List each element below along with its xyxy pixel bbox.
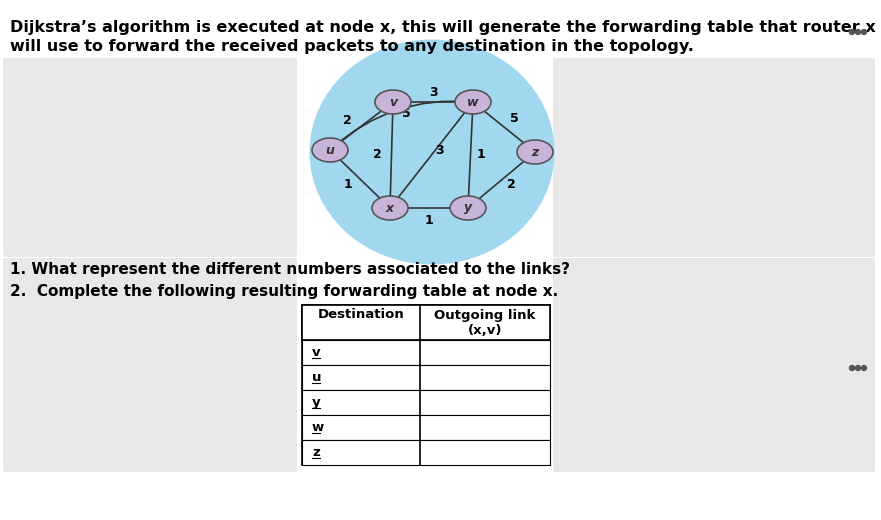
Bar (302, 415, 550, 440)
Text: 2.  Complete the following resulting forwarding table at node x.: 2. Complete the following resulting forw… (10, 284, 559, 299)
Text: 1: 1 (425, 214, 433, 227)
Text: 1: 1 (344, 177, 352, 190)
Bar (302, 440, 550, 465)
Text: 2: 2 (374, 149, 381, 162)
Text: will use to forward the received packets to any destination in the topology.: will use to forward the received packets… (10, 39, 694, 54)
Text: Dijkstra’s algorithm is executed at node x, this will generate the forwarding ta: Dijkstra’s algorithm is executed at node… (10, 20, 876, 35)
Text: w: w (312, 421, 324, 434)
Text: (x,v): (x,v) (468, 323, 502, 336)
Text: 2: 2 (343, 114, 352, 127)
Ellipse shape (309, 40, 554, 265)
Text: v: v (389, 96, 397, 109)
FancyBboxPatch shape (553, 258, 875, 472)
Text: 3: 3 (435, 144, 444, 157)
Text: Outgoing link: Outgoing link (434, 308, 536, 321)
Text: 1: 1 (476, 149, 485, 162)
Bar (302, 390, 550, 415)
Text: Destination: Destination (318, 308, 404, 321)
Text: v: v (312, 346, 321, 359)
Bar (302, 365, 550, 390)
Circle shape (849, 30, 855, 34)
Ellipse shape (517, 140, 553, 164)
Bar (302, 340, 550, 365)
Text: y: y (464, 201, 472, 214)
Circle shape (862, 30, 867, 34)
Circle shape (855, 30, 861, 34)
Text: z: z (312, 446, 320, 459)
Text: x: x (386, 201, 394, 214)
FancyBboxPatch shape (3, 58, 297, 257)
Ellipse shape (375, 90, 411, 114)
Circle shape (849, 366, 855, 370)
Text: 3: 3 (429, 85, 437, 98)
FancyBboxPatch shape (3, 258, 297, 472)
Circle shape (855, 366, 861, 370)
FancyArrowPatch shape (332, 101, 470, 148)
FancyBboxPatch shape (553, 58, 875, 257)
Text: z: z (531, 146, 538, 159)
Text: y: y (312, 396, 321, 409)
Text: 5: 5 (509, 112, 518, 125)
Text: w: w (467, 96, 478, 109)
Text: 2: 2 (507, 178, 516, 191)
Ellipse shape (455, 90, 491, 114)
Text: 5: 5 (403, 107, 411, 120)
Circle shape (862, 366, 867, 370)
Text: 1. What represent the different numbers associated to the links?: 1. What represent the different numbers … (10, 262, 570, 277)
Ellipse shape (312, 138, 348, 162)
Ellipse shape (450, 196, 486, 220)
Bar (302, 305, 550, 340)
Text: u: u (326, 144, 335, 157)
Text: u: u (312, 371, 322, 384)
Bar (302, 305, 550, 465)
Ellipse shape (372, 196, 408, 220)
